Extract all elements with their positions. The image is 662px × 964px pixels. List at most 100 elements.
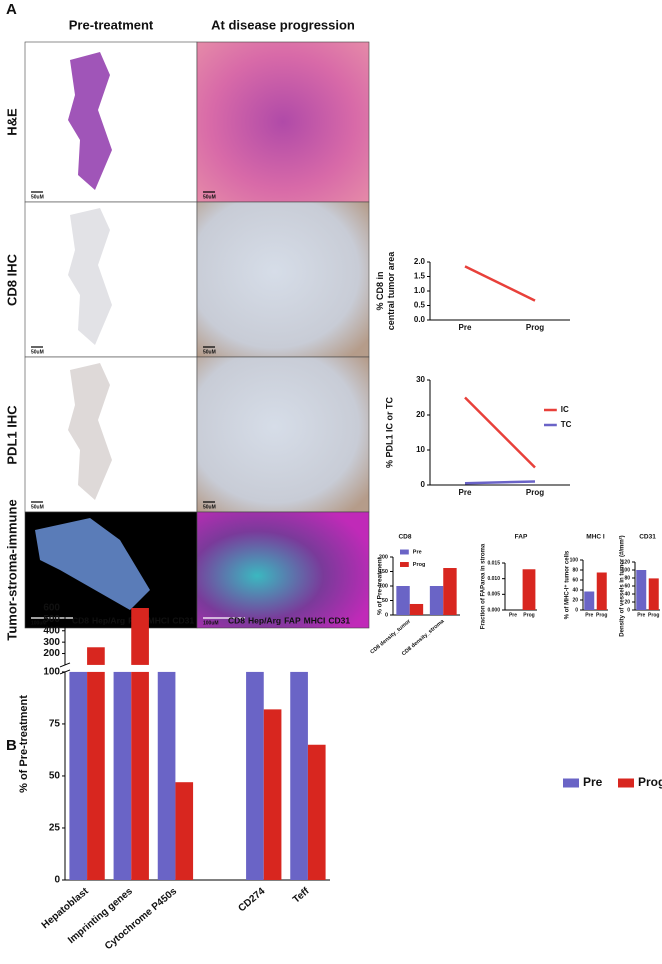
bar	[409, 603, 424, 615]
bar	[584, 591, 595, 610]
tissue	[68, 363, 112, 500]
legend-swatch	[400, 562, 409, 567]
line	[464, 265, 536, 302]
micrograph	[24, 41, 198, 203]
x-tick-label: Pre	[459, 323, 472, 332]
scale-label: 50uM	[203, 194, 216, 200]
y-tick-label: 100	[570, 557, 579, 563]
y-tick-label: 20	[572, 597, 578, 603]
x-tick-label: Prog	[526, 488, 544, 497]
panel-label: B	[6, 737, 17, 754]
x-tick-label: Cytochrome P450s	[103, 886, 179, 953]
bar	[307, 744, 326, 880]
y-tick-label: 50	[382, 598, 388, 604]
y-tick-label: 80	[572, 567, 578, 573]
y-tick-label: 200	[43, 648, 60, 659]
if-legend-label: MHCI	[148, 615, 170, 625]
scale-label: 50uM	[31, 194, 44, 200]
scale-label: 50uM	[31, 504, 44, 510]
y-tick-label: 0	[385, 612, 388, 618]
y-tick-label: 60	[572, 577, 578, 583]
row-label: H&E	[4, 108, 19, 136]
bar	[157, 671, 176, 880]
axis-break-mark	[59, 662, 71, 668]
y-tick-label: 60	[624, 583, 630, 589]
scale-label: 100uM	[31, 620, 47, 626]
y-axis-label: Density of vessels in tumor (#/mm²)	[619, 535, 626, 636]
x-tick-label: Prog	[526, 323, 544, 332]
y-axis-label: % of MHC-I⁺ tumor cells	[564, 550, 571, 619]
x-tick-label: CD274	[236, 886, 267, 915]
x-tick-label: Prog	[596, 612, 607, 618]
bar	[131, 671, 149, 880]
x-tick-label: Pre	[585, 612, 593, 618]
y-tick-label: 100	[622, 567, 631, 573]
row-label: CD8 IHC	[4, 253, 19, 306]
y-axis-label: % of Pre-treatment	[377, 556, 384, 615]
y-tick-label: 30	[416, 375, 425, 384]
x-tick-label: Prog	[648, 612, 659, 618]
y-tick-label: 0.015	[487, 560, 500, 566]
y-axis-label: % CD8 in	[375, 271, 385, 310]
if-legend-label: CD8	[228, 615, 245, 625]
micrograph	[196, 511, 370, 629]
bar	[522, 569, 536, 610]
legend-label: Pre	[583, 775, 603, 789]
if-legend-label: Hep/Arg	[248, 615, 281, 625]
scale-label: 50uM	[31, 349, 44, 355]
micrograph	[196, 41, 370, 203]
chart-title: FAP	[515, 534, 528, 541]
axis-break	[57, 664, 330, 672]
micrograph	[24, 356, 198, 513]
y-tick-label: 50	[49, 771, 61, 782]
y-axis-label: Fraction of FAParea in stroma	[481, 543, 487, 629]
micrograph	[24, 201, 198, 358]
y-tick-label: 80	[624, 575, 630, 581]
legend-label: Prog	[413, 562, 426, 568]
y-tick-label: 0	[575, 607, 578, 613]
bar	[131, 608, 149, 665]
chart-title: CD8	[398, 534, 411, 541]
bar	[87, 671, 105, 880]
scale-label: 50uM	[203, 349, 216, 355]
bar	[648, 578, 659, 610]
bar	[263, 709, 282, 880]
y-tick-label: 0.005	[487, 592, 500, 598]
y-tick-label: 0	[421, 480, 426, 489]
y-tick-label: 100	[379, 583, 388, 589]
legend-label: Pre	[413, 549, 422, 555]
bar	[429, 586, 444, 615]
row-label: Tumor-stroma-immune	[4, 499, 19, 640]
legend-label: Prog	[638, 775, 662, 789]
if-legend-label: Hep/Arg	[92, 615, 125, 625]
column-header: Pre-treatment	[69, 17, 154, 32]
y-tick-label: 75	[49, 719, 61, 730]
bar	[443, 568, 457, 615]
tissue	[68, 208, 112, 345]
bar	[113, 671, 132, 880]
y-tick-label: 10	[416, 445, 425, 454]
y-tick-label: 20	[416, 410, 425, 419]
y-tick-label: 40	[572, 587, 578, 593]
line	[464, 396, 536, 469]
if-legend-label: CD8	[72, 615, 89, 625]
y-tick-label: 0.010	[487, 576, 500, 582]
y-tick-label: 0	[627, 607, 630, 613]
y-tick-label: 40	[624, 591, 630, 597]
y-tick-label: 150	[379, 569, 388, 575]
bar	[246, 671, 264, 880]
micrographs	[24, 41, 370, 629]
y-tick-label: 120	[622, 559, 631, 565]
y-tick-label: 0.0	[414, 315, 426, 324]
y-tick-label: 0.000	[487, 607, 500, 613]
y-tick-label: 2.0	[414, 257, 426, 266]
legend-label: TC	[561, 420, 572, 429]
y-tick-label: 0	[54, 875, 60, 886]
y-axis-label: % of Pre-treatment	[18, 695, 30, 793]
x-tick-label: Prog	[523, 612, 534, 618]
y-tick-label: 25	[49, 823, 61, 834]
bar	[175, 782, 194, 880]
micrograph	[196, 201, 370, 358]
y-tick-label: 600	[43, 603, 60, 614]
